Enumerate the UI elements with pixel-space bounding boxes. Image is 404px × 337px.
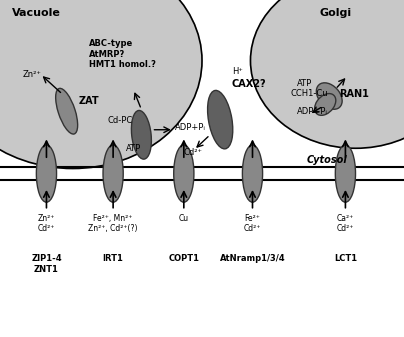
Ellipse shape	[335, 145, 356, 202]
Text: Ca²⁺
Cd²⁺: Ca²⁺ Cd²⁺	[337, 214, 354, 234]
Text: ZIP1-4
ZNT1: ZIP1-4 ZNT1	[31, 254, 62, 274]
Text: Fe²⁺, Mn²⁺
Zn²⁺, Cd²⁺(?): Fe²⁺, Mn²⁺ Zn²⁺, Cd²⁺(?)	[88, 214, 138, 234]
Text: ZAT: ZAT	[79, 96, 99, 106]
Text: COPT1: COPT1	[168, 254, 199, 264]
Ellipse shape	[56, 88, 78, 134]
Text: ADP+Pᵢ: ADP+Pᵢ	[297, 107, 328, 116]
Text: H⁺: H⁺	[232, 67, 243, 76]
Text: Golgi: Golgi	[319, 8, 351, 19]
Text: Cytosol: Cytosol	[307, 155, 348, 165]
Ellipse shape	[36, 145, 57, 202]
Text: RAN1: RAN1	[339, 89, 369, 99]
Text: CAX2?: CAX2?	[232, 79, 267, 89]
Text: AtNramp1/3/4: AtNramp1/3/4	[220, 254, 285, 264]
Text: LCT1: LCT1	[334, 254, 357, 264]
Text: Vacuole: Vacuole	[12, 8, 61, 19]
Ellipse shape	[315, 94, 336, 115]
Ellipse shape	[131, 111, 152, 159]
Text: ABC-type
AtMRP?
HMT1 homol.?: ABC-type AtMRP? HMT1 homol.?	[89, 39, 156, 69]
Text: ATP: ATP	[126, 144, 141, 153]
Text: ATP: ATP	[297, 79, 312, 88]
Text: ADP+Pᵢ: ADP+Pᵢ	[175, 123, 205, 132]
Text: CCH1-Cu: CCH1-Cu	[291, 89, 328, 98]
Ellipse shape	[316, 83, 342, 109]
Ellipse shape	[174, 145, 194, 202]
Text: Cd-PC: Cd-PC	[107, 116, 133, 125]
Ellipse shape	[103, 145, 123, 202]
Text: Fe²⁺
Cd²⁺: Fe²⁺ Cd²⁺	[244, 214, 261, 234]
Circle shape	[0, 0, 202, 168]
Text: IRT1: IRT1	[103, 254, 124, 264]
Circle shape	[250, 0, 404, 148]
Text: Zn²⁺: Zn²⁺	[22, 70, 41, 79]
Text: Zn²⁺
Cd²⁺: Zn²⁺ Cd²⁺	[38, 214, 55, 234]
Ellipse shape	[208, 90, 233, 149]
Ellipse shape	[242, 145, 263, 202]
Text: Cu: Cu	[179, 214, 189, 223]
Text: Cd²⁺: Cd²⁺	[184, 148, 203, 157]
